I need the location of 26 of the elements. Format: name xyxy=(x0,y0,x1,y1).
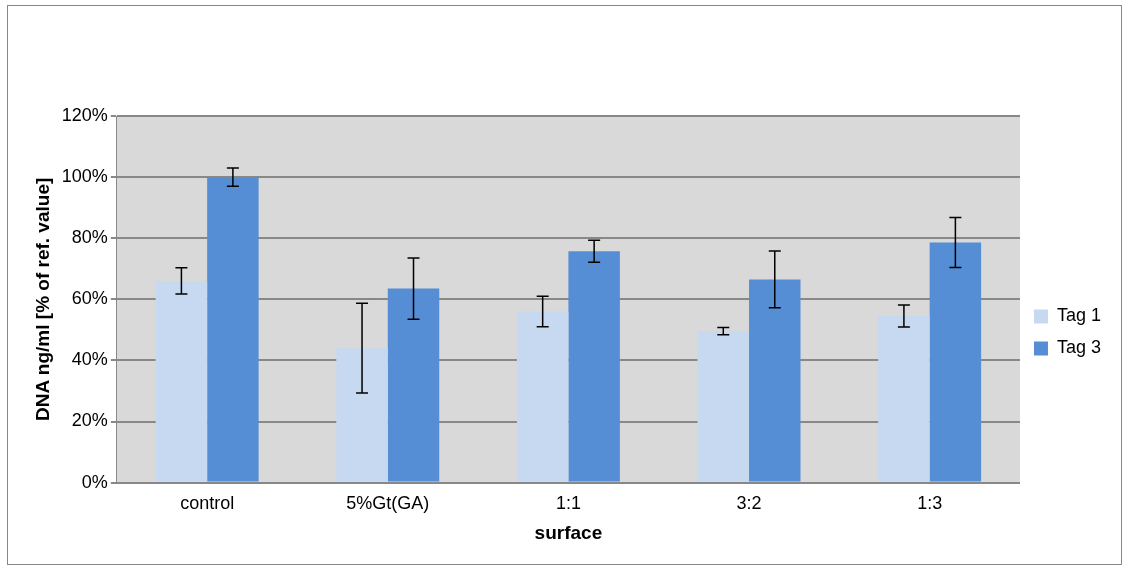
bar xyxy=(387,288,440,482)
bar xyxy=(878,316,930,482)
x-tick-label: control xyxy=(180,493,235,514)
y-tick-label: 0% xyxy=(81,471,108,492)
x-axis-title: surface xyxy=(534,521,603,543)
legend-label: Tag 3 xyxy=(1056,337,1102,358)
x-tick-label: 5%Gt(GA) xyxy=(346,493,430,514)
x-tick-label: 3:2 xyxy=(736,493,762,514)
y-tick-label: 40% xyxy=(71,349,108,370)
x-tick-label: 1:1 xyxy=(555,493,581,514)
bar xyxy=(155,280,208,482)
bar xyxy=(207,177,259,482)
y-axis-title: DNA ng/ml [% of ref. value] xyxy=(31,177,53,421)
bar xyxy=(697,331,750,482)
bar xyxy=(516,311,569,482)
x-tick-label: 1:3 xyxy=(917,493,943,514)
legend-label: Tag 1 xyxy=(1056,305,1102,326)
bar xyxy=(749,279,801,482)
y-tick-label: 100% xyxy=(61,166,108,187)
bar xyxy=(336,348,388,482)
y-tick-label: 20% xyxy=(71,410,108,431)
bar xyxy=(929,242,982,482)
y-tick-label: 120% xyxy=(61,104,108,125)
y-tick-label: 80% xyxy=(71,227,108,248)
y-tick-label: 60% xyxy=(71,288,108,309)
bar xyxy=(568,251,620,482)
